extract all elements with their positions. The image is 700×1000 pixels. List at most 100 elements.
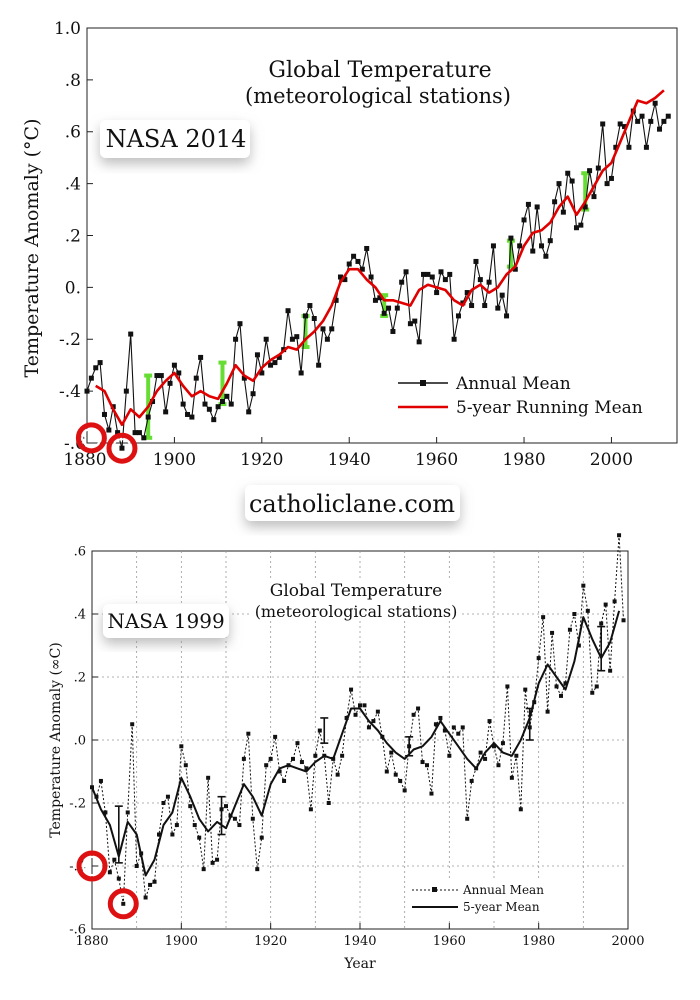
- top-annual-mean-point: [241, 375, 247, 381]
- bot-highlight-circle-inner: [113, 893, 134, 914]
- top-annual-mean-point: [394, 305, 400, 311]
- top-annual-mean-point: [591, 194, 597, 200]
- top-annual-mean-point: [337, 274, 343, 280]
- top-annual-mean-point: [447, 271, 453, 277]
- bot-annual-mean-point: [420, 760, 425, 765]
- top-x-tick-label: 1940: [328, 450, 371, 470]
- top-annual-mean-point: [407, 321, 413, 327]
- top-annual-mean-point: [285, 308, 291, 314]
- bot-annual-mean-point: [429, 791, 434, 796]
- bot-x-tick-label: 1880: [75, 934, 108, 949]
- bot-x-tick-label: 1900: [165, 934, 198, 949]
- bot-annual-mean-point: [112, 857, 117, 862]
- top-y-tick-label: .2: [65, 226, 81, 246]
- top-annual-mean-point: [412, 318, 418, 324]
- top-annual-mean-point: [643, 144, 649, 150]
- top-annual-mean-point: [272, 360, 278, 366]
- bot-annual-mean-point: [554, 684, 559, 689]
- bot-annual-mean-point: [130, 722, 135, 727]
- top-annual-mean-point: [294, 334, 300, 340]
- bot-annual-mean-point: [483, 756, 488, 761]
- top-annual-mean-point: [565, 170, 571, 176]
- bottom-legend-annual-marker: [432, 887, 437, 892]
- top-annual-mean-point: [556, 181, 562, 187]
- bot-annual-mean-point: [259, 835, 264, 840]
- top-annual-mean-point: [512, 266, 518, 272]
- bot-y-tick-label: .4: [74, 608, 86, 623]
- bot-annual-mean-point: [362, 703, 367, 708]
- bot-annual-mean-point: [621, 618, 626, 623]
- bot-annual-mean-point: [174, 823, 179, 828]
- bot-annual-mean-point: [500, 741, 505, 746]
- bot-annual-mean-point: [232, 816, 237, 821]
- top-annual-mean-point: [88, 375, 94, 381]
- top-annual-mean-point: [180, 401, 186, 407]
- top-annual-mean-point: [211, 417, 217, 423]
- bot-annual-mean-point: [576, 643, 581, 648]
- top-series: [84, 89, 671, 451]
- top-annual-mean-point: [473, 258, 479, 264]
- bot-annual-mean-point: [545, 709, 550, 714]
- top-annual-mean-point: [176, 370, 182, 376]
- top-annual-mean-point: [167, 380, 173, 386]
- top-annual-mean-point: [442, 277, 448, 283]
- bot-annual-mean-point: [550, 630, 555, 635]
- bot-annual-mean-point: [487, 719, 492, 724]
- bot-annual-mean-point: [603, 602, 608, 607]
- bot-annual-mean-point: [567, 627, 572, 632]
- top-y-tick-label: .8: [65, 71, 81, 91]
- bot-y-tick-label: .0: [74, 734, 86, 749]
- top-annual-mean-point: [329, 326, 335, 332]
- top-annual-mean-point: [661, 118, 667, 124]
- bot-annual-mean-point: [353, 712, 358, 717]
- bot-annual-mean-point: [295, 741, 300, 746]
- top-annual-mean-point: [578, 222, 584, 228]
- top-annual-mean-point: [198, 354, 204, 360]
- top-annual-mean-point: [626, 144, 632, 150]
- top-annual-mean-point: [202, 401, 208, 407]
- top-annual-mean-point: [158, 373, 164, 379]
- bot-annual-mean-point: [447, 753, 452, 758]
- bot-annual-mean-point: [456, 731, 461, 736]
- top-x-tick-label: 2000: [590, 450, 633, 470]
- top-annual-mean-point: [600, 121, 606, 127]
- top-annual-mean-point: [263, 336, 269, 342]
- bottom-series: [90, 533, 626, 906]
- bot-annual-mean-point: [192, 823, 197, 828]
- top-annual-mean-point: [403, 269, 409, 275]
- bot-annual-mean-point: [460, 725, 465, 730]
- top-x-tick-label: 1920: [240, 450, 283, 470]
- bot-annual-mean-point: [317, 728, 322, 733]
- top-annual-mean-point: [399, 279, 405, 285]
- top-y-axis: -.4-.20..2.4.6.81.0-.6: [54, 19, 93, 454]
- top-annual-mean-point: [311, 316, 317, 321]
- bot-annual-mean-point: [335, 772, 340, 777]
- top-y-tick-label: .4: [65, 175, 81, 195]
- top-annual-mean-point: [206, 406, 212, 412]
- bot-running-mean-line: [91, 610, 621, 877]
- bot-annual-mean-point: [219, 807, 224, 812]
- top-annual-mean-point: [377, 295, 383, 301]
- bot-annual-mean-point: [398, 778, 403, 783]
- bot-annual-mean-point: [541, 615, 546, 620]
- top-annual-mean-point: [416, 339, 422, 345]
- top-legend-running-label: 5-year Running Mean: [456, 398, 643, 418]
- top-annual-mean-point: [346, 261, 352, 267]
- top-annual-mean-point: [224, 393, 230, 399]
- top-annual-mean-point: [490, 243, 496, 249]
- bot-x-tick-label: 1980: [522, 934, 555, 949]
- top-annual-mean-point: [215, 404, 221, 410]
- bot-annual-mean-point: [496, 763, 501, 768]
- top-annual-mean-point: [289, 336, 295, 342]
- top-annual-mean-point: [316, 362, 322, 368]
- bot-annual-mean-point: [215, 857, 220, 862]
- bot-annual-mean-point: [313, 753, 318, 758]
- top-annual-mean-point: [587, 168, 593, 174]
- bot-annual-mean-point: [559, 693, 563, 698]
- bot-x-tick-label: 2000: [611, 934, 644, 949]
- top-annual-mean-point: [333, 297, 339, 303]
- top-legend-annual-label: Annual Mean: [455, 374, 571, 394]
- top-annual-mean-point: [425, 271, 431, 277]
- bot-annual-mean-point: [179, 744, 184, 749]
